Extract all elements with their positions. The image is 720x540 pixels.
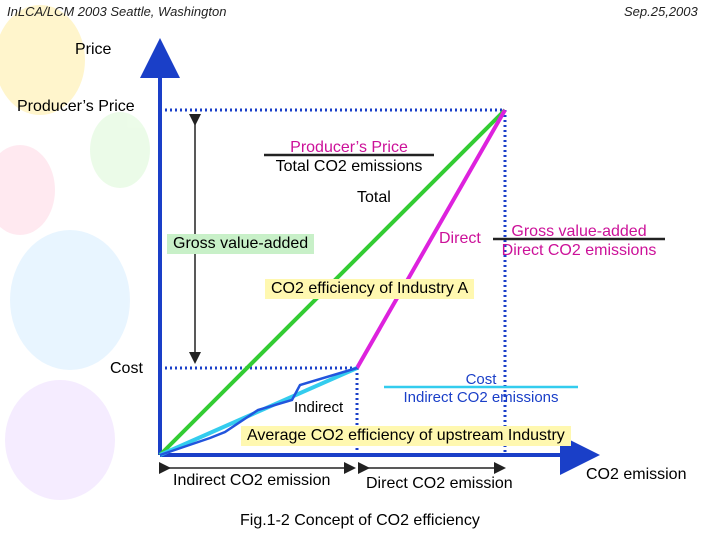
header-event: InLCA/LCM 2003 Seattle, Washington: [7, 4, 227, 19]
indirect-average-line: [159, 366, 358, 457]
fraction-direct-denominator: Direct CO2 emissions: [501, 242, 657, 260]
fraction-bars: [264, 153, 665, 389]
axes: [140, 38, 600, 475]
figure-caption: Fig.1-2 Concept of CO2 efficiency: [240, 512, 480, 529]
fraction-total: Producer’s Price Total CO2 emissions: [256, 138, 442, 176]
indirect-upstream-path: [159, 366, 358, 457]
header-date: Sep.25,2003: [624, 4, 698, 19]
gross-value-added-label: Gross value-added: [167, 234, 315, 254]
y-axis-label: Price: [75, 41, 112, 58]
fraction-direct: Gross value-added Direct CO2 emissions: [487, 222, 671, 260]
fraction-indirect-numerator: Cost: [465, 371, 497, 388]
direct-efficiency-line: [355, 109, 507, 369]
direct-label: Direct: [439, 230, 481, 247]
cost-label: Cost: [110, 360, 143, 377]
fraction-total-numerator: Producer’s Price: [290, 139, 408, 156]
x-axis-label: CO2 emission: [586, 466, 687, 483]
producers-price-label: Producer’s Price: [17, 98, 135, 115]
fraction-indirect: Cost Indirect CO2 emissions: [384, 371, 578, 407]
indirect-emission-label: Indirect CO2 emission: [173, 472, 331, 489]
indirect-label: Indirect: [294, 399, 344, 416]
fraction-indirect-denominator: Indirect CO2 emissions: [403, 389, 559, 406]
upstream-efficiency-label: Average CO2 efficiency of upstream Indus…: [241, 426, 571, 446]
total-label: Total: [357, 189, 391, 206]
direct-emission-label: Direct CO2 emission: [366, 475, 513, 492]
balloon-decoration: [0, 5, 150, 500]
industry-a-efficiency-label: CO2 efficiency of Industry A: [265, 279, 475, 299]
fraction-direct-numerator: Gross value-added: [511, 223, 647, 240]
fraction-total-denominator: Total CO2 emissions: [275, 158, 423, 176]
